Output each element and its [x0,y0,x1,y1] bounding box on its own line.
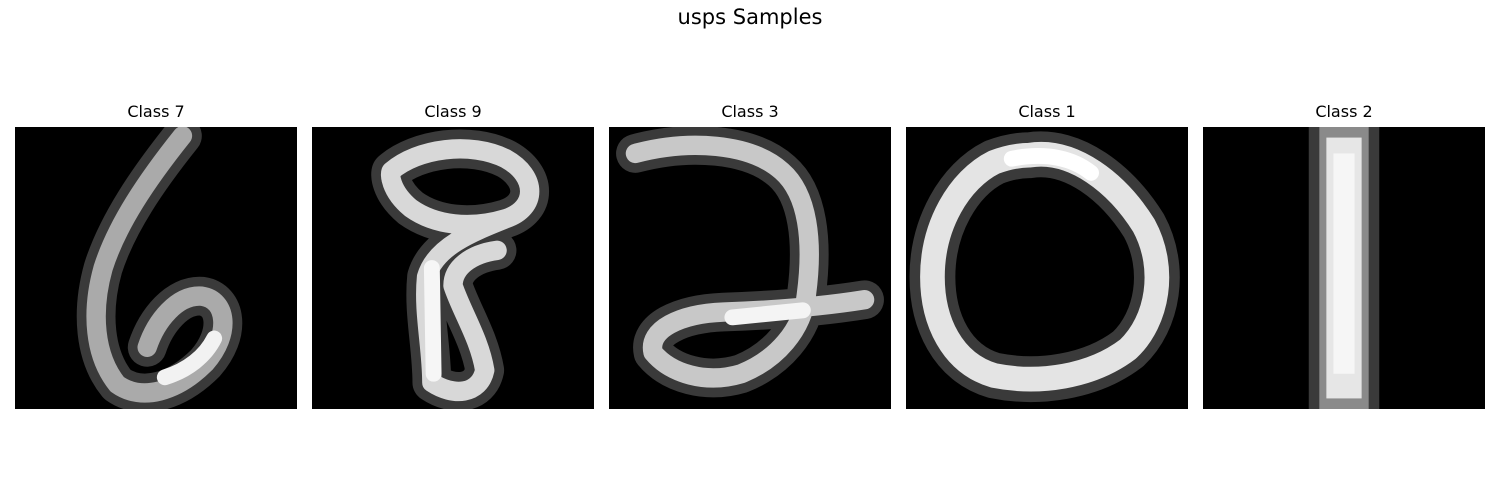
digit-image [906,127,1188,409]
sample-label: Class 2 [1315,102,1373,121]
sample-label: Class 1 [1018,102,1076,121]
figure-title: usps Samples [677,5,823,29]
sample-label: Class 9 [424,102,482,121]
sample-label: Class 3 [721,102,779,121]
sample-label: Class 7 [127,102,185,121]
digit-image [15,127,297,409]
sample-panel: Class 9 [312,100,594,409]
digit-image [1203,127,1485,409]
digit-image [312,127,594,409]
sample-panel: Class 1 [906,100,1188,409]
digit-image [609,127,891,409]
sample-panel: Class 3 [609,100,891,409]
sample-panel: Class 2 [1203,100,1485,409]
sample-panel: Class 7 [15,100,297,409]
